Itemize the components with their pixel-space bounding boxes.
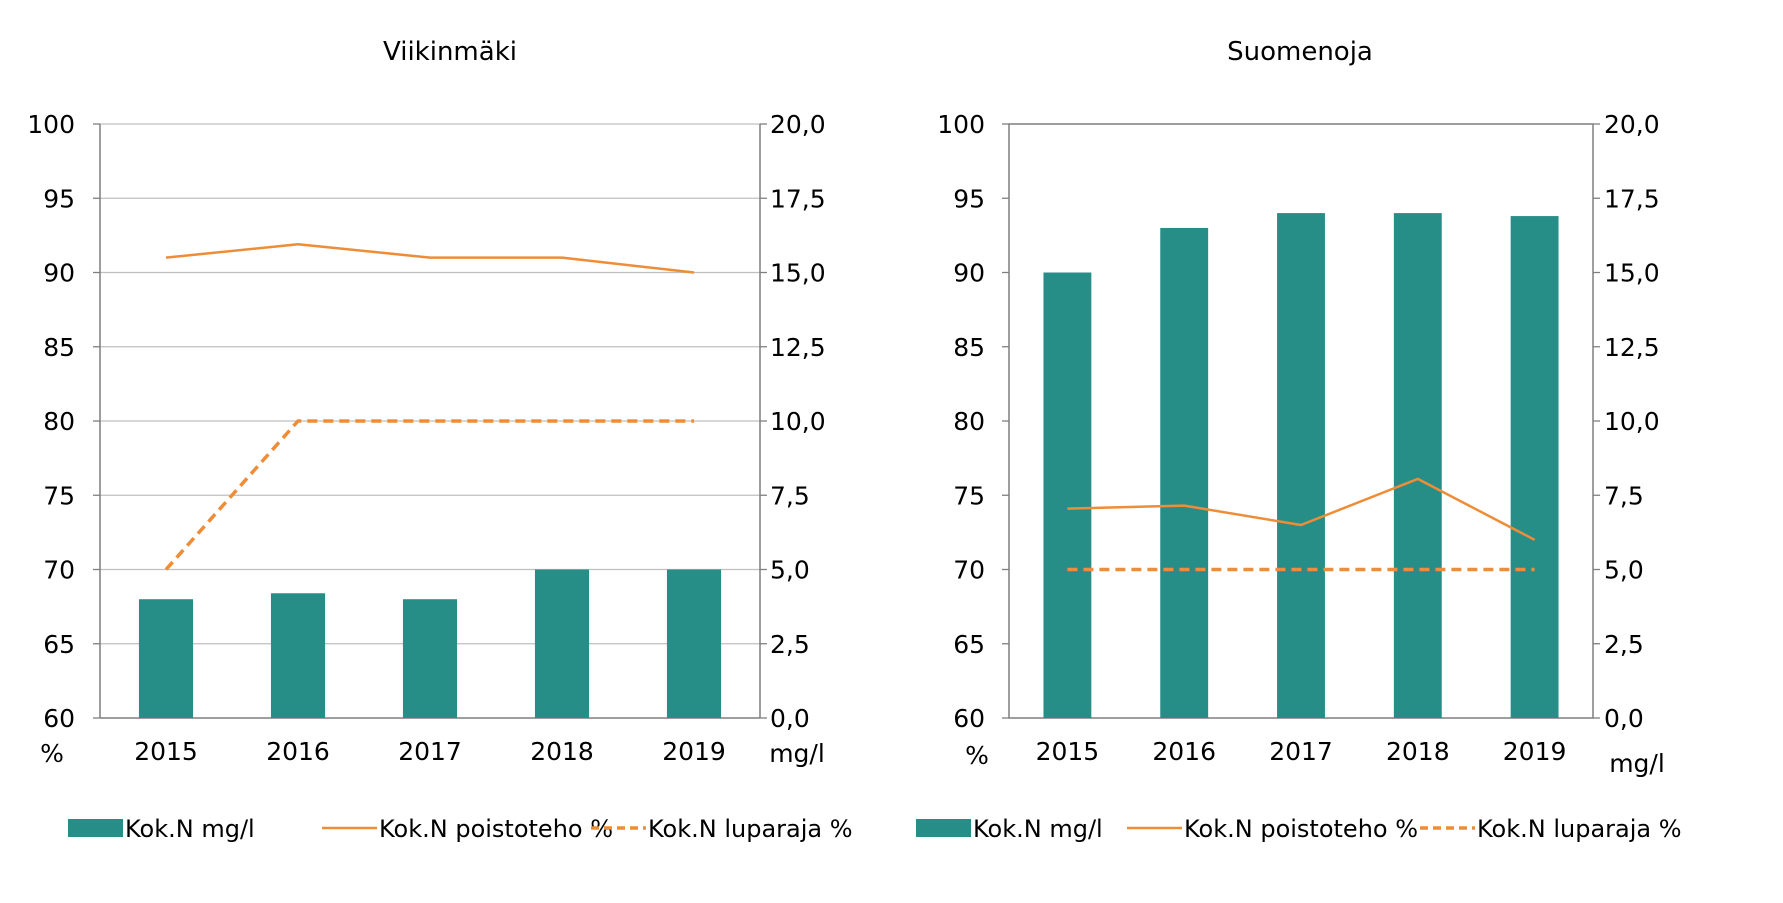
left-tick-label: 70 <box>953 556 985 585</box>
right-tick-label: 12,5 <box>1604 333 1660 362</box>
x-tick-label: 2019 <box>1503 737 1567 766</box>
right-tick-label: 15,0 <box>770 259 826 288</box>
bar <box>1160 227 1209 718</box>
right-tick-label: 10,0 <box>770 407 826 436</box>
left-tick-label: 70 <box>43 556 75 585</box>
chart-panel-1: Viikinmäki 60 0,0 65 2,5 70 5,0 75 7,5 80 10,0 85 12… <box>27 37 852 843</box>
left-tick-label: 95 <box>43 184 75 213</box>
right-axis-unit: mg/l <box>769 739 825 768</box>
left-tick-label: 60 <box>43 704 75 733</box>
left-tick-label: 90 <box>953 259 985 288</box>
right-tick-label: 7,5 <box>770 481 810 510</box>
x-tick-label: 2016 <box>266 737 330 766</box>
chart-panel-2: Suomenoja 60 0,0 65 2,5 70 5,0 75 7,5 80 10,0 85 12,… <box>916 37 1682 843</box>
right-tick-label: 7,5 <box>1604 481 1644 510</box>
left-tick-label: 80 <box>43 407 75 436</box>
bar <box>1043 272 1092 718</box>
right-tick-label: 17,5 <box>770 184 826 213</box>
right-tick-label: 2,5 <box>770 630 810 659</box>
line-series <box>165 243 695 274</box>
left-tick-label: 80 <box>953 407 985 436</box>
right-tick-label: 20,0 <box>770 110 826 139</box>
chart-title: Viikinmäki <box>383 37 517 67</box>
left-tick-label: 95 <box>953 184 985 213</box>
left-tick-label: 65 <box>43 630 75 659</box>
left-tick-label: 75 <box>953 481 985 510</box>
left-axis-unit: % <box>40 739 64 768</box>
bar <box>402 599 458 718</box>
bar <box>666 569 722 718</box>
legend-label: Kok.N mg/l <box>973 815 1103 843</box>
x-tick-label: 2018 <box>530 737 594 766</box>
left-tick-label: 90 <box>43 259 75 288</box>
left-tick-label: 65 <box>953 630 985 659</box>
x-tick-label: 2015 <box>134 737 198 766</box>
legend-swatch-bar <box>68 819 123 837</box>
x-tick-label: 2019 <box>662 737 726 766</box>
bar <box>534 569 590 718</box>
left-tick-label: 75 <box>43 481 75 510</box>
dashed-line-series <box>164 419 694 571</box>
x-tick-label: 2015 <box>1036 737 1100 766</box>
legend-label: Kok.N poistoteho % <box>1184 815 1418 843</box>
left-tick-label: 85 <box>953 333 985 362</box>
line-series <box>1067 477 1536 541</box>
right-tick-label: 10,0 <box>1604 407 1660 436</box>
right-tick-label: 5,0 <box>1604 556 1644 585</box>
bar <box>138 599 194 718</box>
right-tick-label: 15,0 <box>1604 259 1660 288</box>
left-tick-label: 85 <box>43 333 75 362</box>
legend-label: Kok.N mg/l <box>125 815 255 843</box>
right-tick-label: 20,0 <box>1604 110 1660 139</box>
chart-title: Suomenoja <box>1227 37 1373 67</box>
left-tick-label: 60 <box>953 704 985 733</box>
right-tick-label: 2,5 <box>1604 630 1644 659</box>
right-tick-label: 0,0 <box>770 704 810 733</box>
right-tick-label: 5,0 <box>770 556 810 585</box>
bar <box>1277 213 1325 718</box>
left-axis-unit: % <box>965 741 989 770</box>
x-tick-label: 2017 <box>398 737 462 766</box>
legend-label: Kok.N luparaja % <box>648 815 853 843</box>
left-tick-label: 100 <box>27 110 75 139</box>
legend-swatch-bar <box>916 819 971 837</box>
right-tick-label: 12,5 <box>770 333 826 362</box>
bar <box>1393 213 1442 718</box>
x-tick-label: 2018 <box>1386 737 1450 766</box>
right-axis-unit: mg/l <box>1609 749 1665 778</box>
bar <box>1510 216 1559 718</box>
right-tick-label: 0,0 <box>1604 704 1644 733</box>
x-tick-label: 2017 <box>1269 737 1333 766</box>
legend-label: Kok.N luparaja % <box>1477 815 1682 843</box>
bar <box>270 593 326 718</box>
right-tick-label: 17,5 <box>1604 184 1660 213</box>
x-tick-label: 2016 <box>1152 737 1216 766</box>
legend-label: Kok.N poistoteho % <box>379 815 613 843</box>
left-tick-label: 100 <box>937 110 985 139</box>
